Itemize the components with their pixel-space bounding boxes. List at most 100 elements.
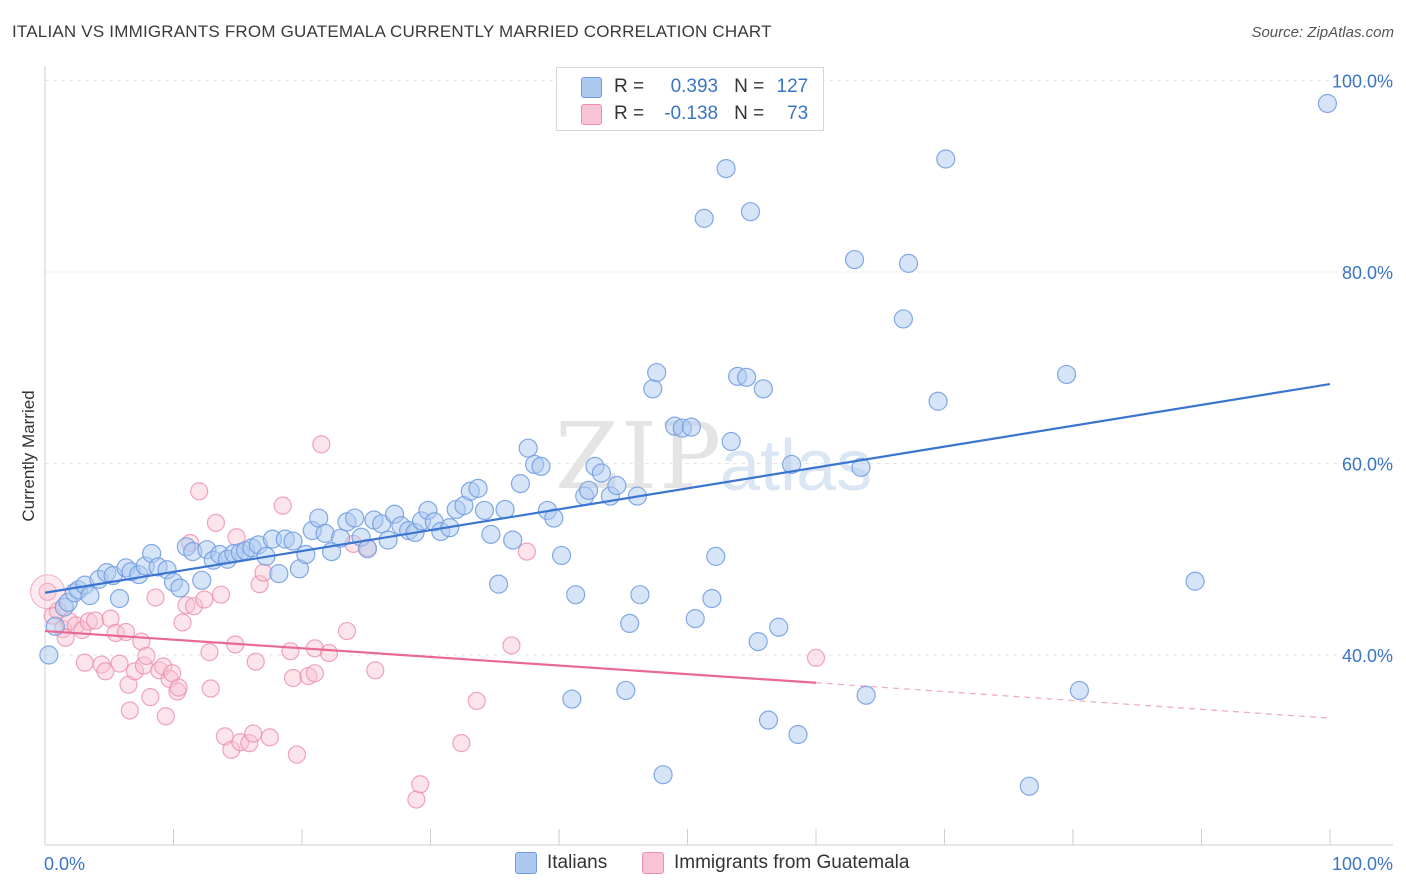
guatemala-point (502, 636, 521, 655)
guatemala-point (366, 661, 385, 680)
guatemala-point (411, 775, 430, 794)
guatemala-point (141, 688, 160, 707)
series-legend: Italians Immigrants from Guatemala (0, 852, 1406, 878)
guatemala-point (283, 668, 303, 688)
italians-point (616, 680, 636, 701)
y-tick-label: 80.0% (1342, 263, 1393, 283)
guatemala-point (806, 648, 826, 667)
guatemala-point (250, 575, 269, 594)
italians-point (566, 585, 586, 605)
legend-n-value: 73 (787, 103, 809, 124)
italians-point (531, 456, 551, 476)
italians-point (510, 474, 531, 494)
italians-point (283, 531, 303, 551)
italians-point (647, 362, 667, 383)
guatemala-point (240, 733, 259, 753)
legend-item-guatemala[interactable]: Immigrants from Guatemala (642, 852, 909, 874)
source-label: Source: ZipAtlas.com (1251, 24, 1394, 41)
guatemala-trend-line (44, 629, 817, 684)
y-axis-label: Currently Married (19, 390, 38, 521)
guatemala-point (206, 513, 226, 532)
italians-point (330, 528, 351, 548)
guatemala-label: Immigrants from Guatemala (674, 852, 910, 873)
guatemala-point (201, 679, 220, 698)
guatemala-point (169, 678, 188, 697)
y-tick-label: 100.0% (1332, 72, 1393, 92)
italians-point (489, 574, 509, 594)
italians-point (856, 685, 876, 705)
guatemala-point (75, 653, 94, 672)
guatemala-point (86, 611, 105, 630)
italians-point (893, 309, 913, 329)
legend-swatch-pink (581, 103, 602, 125)
italians-point (898, 253, 919, 273)
italians-point (716, 158, 736, 179)
guatemala-point (211, 585, 231, 604)
guatemala-point (517, 542, 536, 561)
legend-n-value: 127 (776, 76, 809, 97)
italians-point (694, 208, 714, 228)
guatemala-point (281, 642, 300, 661)
italians-point (681, 417, 701, 437)
guatemala-point (244, 724, 263, 743)
italians-point (192, 570, 212, 590)
guatemala-point (96, 662, 115, 681)
italians-point (481, 524, 501, 544)
italians-point (1019, 776, 1039, 796)
guatemala-point (177, 596, 196, 615)
italians-point (620, 613, 640, 634)
guatemala-point (273, 496, 292, 515)
italians-point (39, 645, 59, 665)
legend-item-italians[interactable]: Italians (515, 852, 607, 874)
italians-point (702, 588, 722, 609)
italians-point (769, 617, 789, 637)
italians-point (518, 438, 538, 458)
italians-point (1185, 571, 1205, 591)
italians-point (781, 454, 802, 475)
italians-point (109, 588, 130, 609)
guatemala-point (246, 652, 265, 671)
italians-point (562, 689, 582, 709)
italians-point (748, 631, 768, 652)
italians-point (928, 391, 948, 411)
italians-point (630, 585, 650, 605)
guatemala-point (125, 662, 145, 681)
legend-n-label: N = (734, 76, 765, 97)
italians-point (788, 724, 808, 745)
guatemala-point (305, 664, 324, 683)
italians-swatch (515, 852, 537, 874)
guatemala-point (407, 790, 426, 809)
italians-point (345, 508, 365, 528)
italians-point (851, 457, 871, 477)
legend-swatch-blue (581, 76, 602, 98)
axes (44, 66, 1393, 846)
guatemala-point (200, 643, 219, 662)
guatemala-point (190, 482, 209, 501)
legend-row-guatemala: R = -0.138 N = 73 (557, 100, 808, 128)
italians-point (721, 431, 741, 452)
italians-point (1317, 93, 1338, 114)
italians-point (170, 578, 190, 598)
italians-point (643, 379, 663, 399)
guatemala-point (110, 654, 129, 673)
tick-labels: 40.0% 60.0% 80.0% 100.0% 0.0% 100.0% (44, 72, 1393, 875)
italians-point (296, 544, 316, 565)
guatemala-point (120, 701, 139, 720)
guatemala-point (337, 621, 357, 641)
legend-n-label: N = (734, 103, 765, 124)
italians-point (495, 499, 515, 520)
italians-point (80, 586, 100, 606)
italians-point (372, 514, 392, 534)
italians-point (740, 202, 761, 222)
guatemala-point (101, 609, 120, 628)
italians-point (591, 463, 612, 483)
guatemala-point (195, 590, 214, 609)
guatemala-point (467, 691, 486, 711)
legend-r-label: R = (614, 103, 645, 124)
guatemala-point (137, 646, 156, 666)
italians-label: Italians (547, 852, 608, 873)
italians-point (607, 475, 627, 496)
italians-point (706, 546, 726, 566)
guatemala-point (319, 643, 339, 663)
